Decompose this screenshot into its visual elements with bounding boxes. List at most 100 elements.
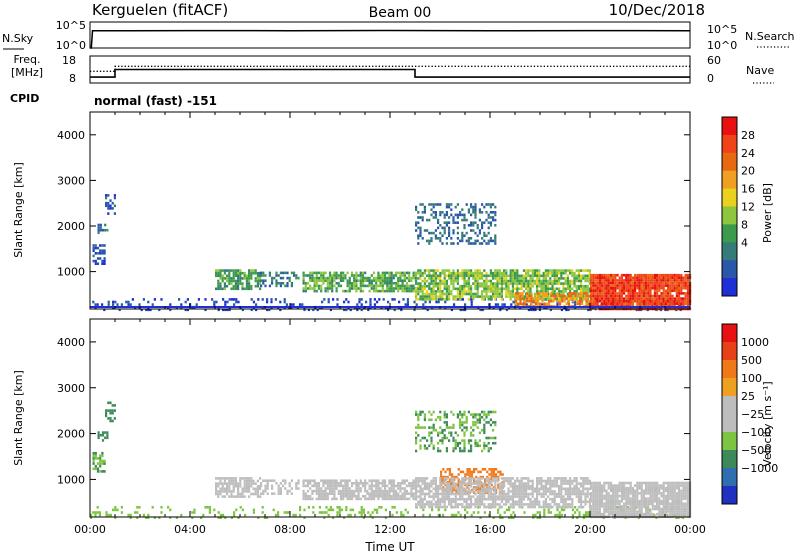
power-cell — [627, 299, 630, 303]
power-cell — [549, 282, 552, 285]
power-cell — [671, 276, 674, 280]
power-cell — [355, 289, 358, 293]
power-cell — [487, 295, 490, 298]
power-cell — [517, 294, 520, 298]
power-cell — [350, 287, 354, 290]
power-cell — [618, 279, 621, 282]
power-cell — [684, 292, 687, 295]
power-cell — [386, 284, 389, 288]
velocity-cell — [421, 477, 424, 480]
power-cell — [569, 269, 572, 272]
velocity-cell — [598, 489, 601, 493]
power-cell — [454, 274, 457, 278]
power-cell — [309, 284, 312, 288]
velocity-cell — [114, 516, 117, 519]
power-cell — [474, 284, 477, 288]
power-cell — [456, 295, 459, 298]
velocity-cell — [492, 516, 495, 519]
power-cell — [536, 277, 539, 280]
power-cell — [562, 277, 565, 280]
velocity-cell — [379, 495, 382, 498]
velocity-cell — [481, 468, 484, 471]
velocity-cell — [647, 497, 650, 500]
power-cell — [642, 281, 645, 285]
velocity-cell — [430, 495, 433, 498]
power-cell — [315, 271, 318, 275]
power-cell — [511, 295, 514, 298]
power-cell — [664, 299, 667, 303]
power-cell — [653, 299, 656, 303]
power-cell — [423, 211, 426, 214]
velocity-cell — [250, 484, 253, 488]
velocity-cell — [96, 462, 100, 465]
power-cell — [680, 273, 683, 277]
power-cell — [489, 269, 492, 272]
power-cell — [664, 279, 667, 282]
power-cell — [518, 282, 521, 285]
velocity-cell — [419, 487, 422, 491]
power-cell — [441, 226, 444, 230]
power-cell — [456, 279, 459, 283]
velocity-cell — [470, 439, 473, 442]
velocity-cell — [92, 467, 95, 471]
velocity-cell — [467, 503, 470, 506]
power-cell — [538, 277, 541, 280]
power-cell — [629, 284, 632, 287]
velocity-cell — [381, 495, 384, 498]
power-cell — [226, 279, 229, 283]
power-cell — [620, 279, 623, 282]
velocity-cell — [645, 502, 648, 506]
power-cell — [406, 298, 409, 301]
velocity-cell — [337, 489, 340, 493]
velocity-cell — [432, 503, 435, 506]
power-cell — [109, 207, 112, 210]
power-cell — [634, 276, 637, 280]
power-cell — [574, 300, 577, 304]
velocity-cell — [448, 439, 451, 442]
power-cell — [476, 290, 479, 293]
power-cell — [573, 279, 576, 283]
power-cell — [423, 287, 426, 291]
velocity-cell — [582, 516, 585, 519]
power-cell — [372, 287, 376, 290]
power-cell — [333, 274, 336, 277]
power-cell — [474, 295, 477, 298]
power-cell — [682, 284, 685, 287]
velocity-cell — [494, 495, 497, 498]
power-cell — [353, 282, 356, 285]
power-cell — [590, 281, 593, 285]
power-cell — [439, 237, 442, 240]
power-cell — [439, 213, 442, 217]
velocity-cell — [426, 492, 429, 496]
power-cell — [405, 271, 409, 275]
velocity-cell — [603, 486, 606, 490]
velocity-cell — [452, 436, 455, 440]
power-cell — [463, 284, 466, 288]
velocity-cell — [509, 477, 512, 480]
velocity-cell — [614, 494, 617, 498]
velocity-cell — [575, 484, 578, 488]
nave-tick-high: 60 — [707, 54, 721, 67]
velocity-cell — [417, 495, 420, 498]
power-cell — [678, 273, 681, 277]
power-cell — [383, 271, 387, 275]
power-cell — [377, 279, 380, 282]
velocity-cell — [463, 492, 466, 496]
power-cell — [97, 223, 100, 227]
power-cell — [383, 289, 387, 293]
velocity-cell — [569, 484, 572, 488]
power-cell — [476, 226, 479, 230]
power-cell — [478, 269, 481, 272]
power-cell — [401, 284, 404, 288]
velocity-cell — [440, 473, 443, 476]
velocity-cell — [520, 503, 523, 506]
power-cell — [653, 292, 656, 295]
power-cell — [573, 271, 576, 275]
velocity-cell — [361, 482, 365, 485]
velocity-cell — [421, 505, 424, 509]
power-colorbar-tick-label: 16 — [741, 183, 755, 196]
power-cell — [223, 277, 226, 280]
power-cell — [245, 287, 248, 291]
velocity-cell — [463, 490, 466, 493]
power-cell — [529, 287, 532, 291]
